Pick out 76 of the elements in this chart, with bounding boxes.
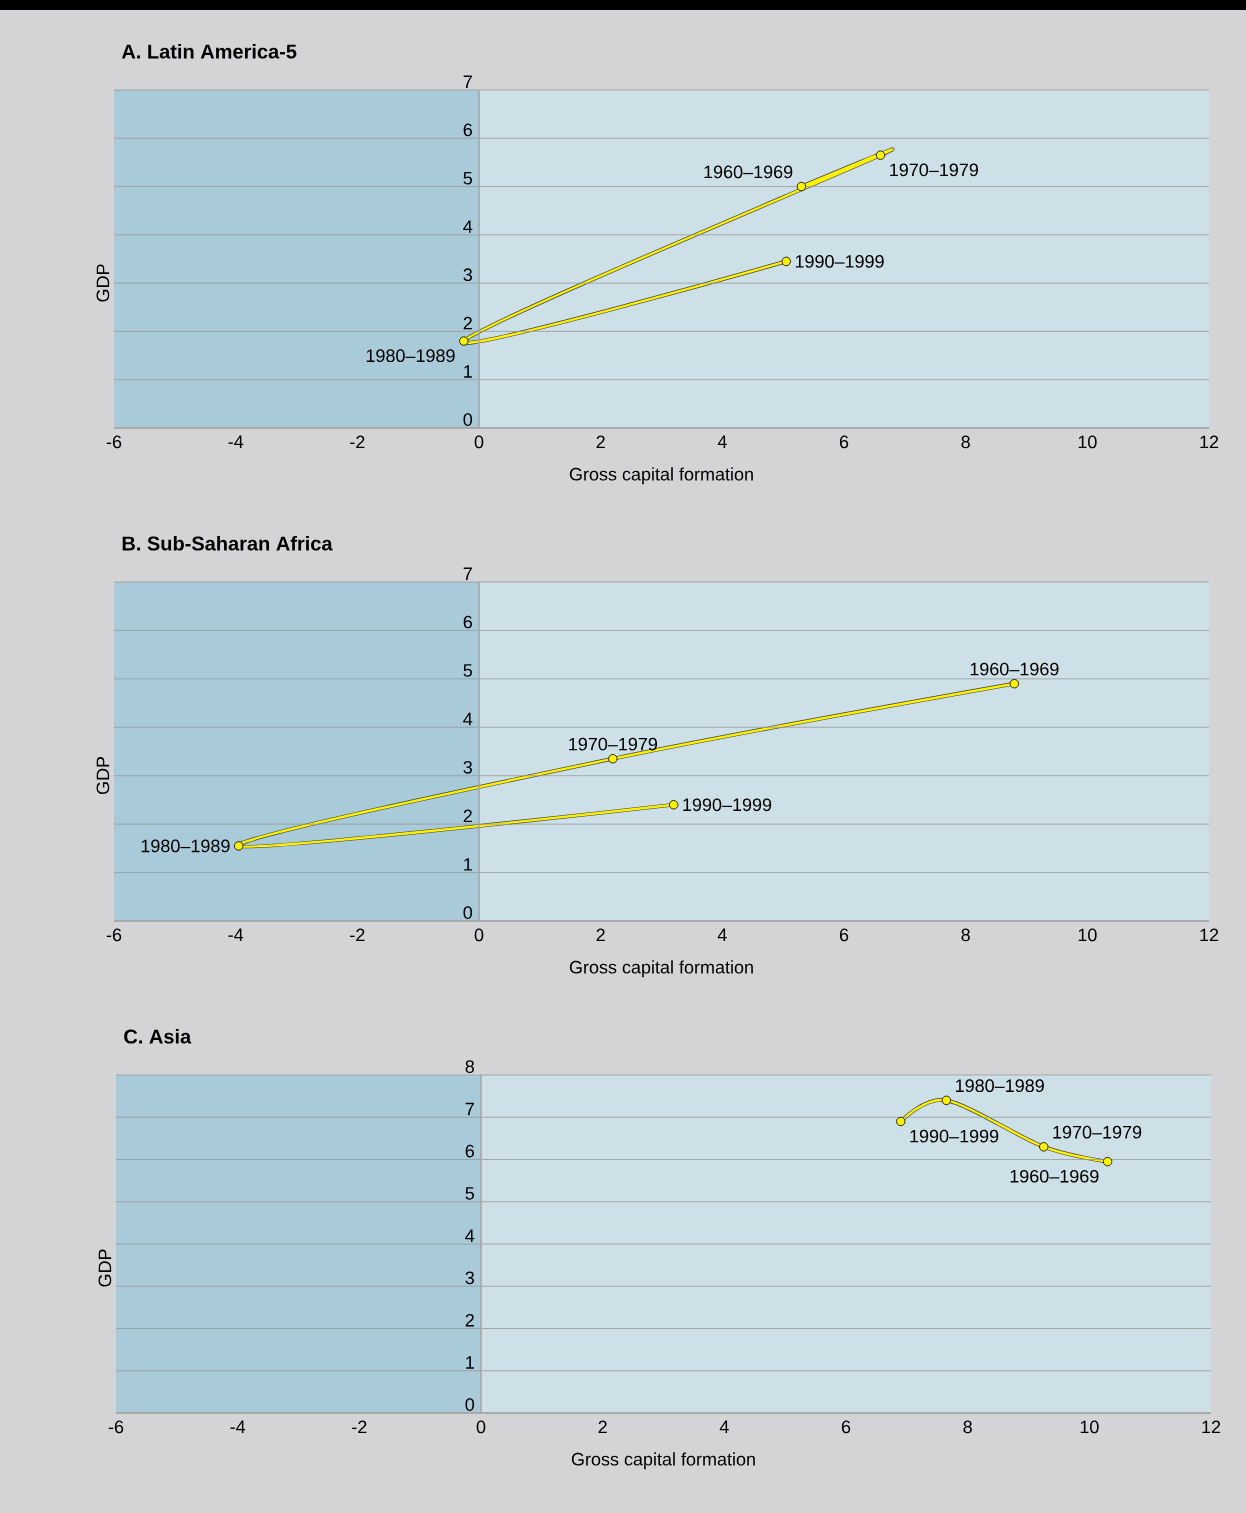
y-tick-label: 5 <box>463 171 473 185</box>
x-tick-label: 8 <box>961 928 970 942</box>
annotation: 1970–1979 <box>890 163 978 177</box>
y-tick-label: 6 <box>463 123 472 137</box>
x-axis-title: Gross capital formation <box>571 1452 755 1470</box>
x-tick-label: 8 <box>961 435 970 449</box>
y-tick-label: 7 <box>463 567 472 580</box>
y-tick-label: 1 <box>464 858 472 871</box>
y-tick-label: 0 <box>463 413 473 426</box>
annotation: 1980–1989 <box>141 839 230 853</box>
annotation: 1970–1979 <box>569 737 658 751</box>
x-tick-label: -6 <box>106 435 122 449</box>
annotation: 1970–1979 <box>1053 1125 1142 1139</box>
x-tick-label: 12 <box>1200 435 1219 449</box>
y-tick-label: 1 <box>466 1356 474 1369</box>
y-tick-label: 0 <box>463 906 473 919</box>
y-tick-label: 4 <box>463 220 473 233</box>
x-tick-label: 12 <box>1202 1420 1221 1434</box>
x-axis-title: Gross capital formation <box>569 960 753 978</box>
annotation: 1960–1969 <box>704 165 793 179</box>
y-tick-label: 4 <box>463 712 473 726</box>
y-tick-label: 5 <box>463 664 473 677</box>
x-tick-label: 4 <box>717 928 727 941</box>
x-tick-label: 10 <box>1078 435 1097 449</box>
y-tick-label: 7 <box>463 75 472 88</box>
x-tick-label: 6 <box>841 1420 851 1434</box>
x-tick-label: 12 <box>1200 928 1219 942</box>
y-tick-label: 7 <box>465 1102 474 1116</box>
y-tick-label: 5 <box>465 1187 475 1200</box>
y-tick-label: 6 <box>463 615 472 629</box>
x-tick-label: -2 <box>352 1420 367 1434</box>
y-tick-label: 1 <box>464 365 472 378</box>
annotation: 1960–1969 <box>970 662 1059 676</box>
x-tick-label: 0 <box>476 1420 486 1434</box>
y-tick-label: 2 <box>463 809 472 823</box>
x-tick-label: -4 <box>228 928 244 941</box>
annotation: 1990–1999 <box>683 798 772 812</box>
x-tick-label: 0 <box>474 435 484 449</box>
y-tick-label: 0 <box>465 1398 475 1411</box>
y-axis-title: GDP <box>98 1249 112 1287</box>
x-tick-label: -4 <box>228 435 244 448</box>
y-tick-label: 3 <box>465 1271 474 1285</box>
x-tick-label: 2 <box>596 928 605 942</box>
x-tick-label: -2 <box>350 928 365 942</box>
x-tick-label: 2 <box>596 435 605 449</box>
x-axis-title: Gross capital formation <box>569 467 753 485</box>
x-tick-label: 0 <box>474 928 484 942</box>
y-tick-label: 2 <box>465 1313 474 1327</box>
y-tick-label: 4 <box>465 1229 475 1242</box>
annotation: 1990–1999 <box>795 255 884 268</box>
x-tick-label: -6 <box>108 1420 124 1434</box>
y-tick-label: 3 <box>463 268 472 282</box>
x-tick-label: 4 <box>719 1420 729 1433</box>
annotation: 1980–1989 <box>956 1079 1044 1093</box>
x-tick-label: -4 <box>230 1420 246 1433</box>
y-tick-label: 3 <box>463 760 472 774</box>
y-tick-label: 8 <box>465 1060 474 1073</box>
x-tick-label: 8 <box>963 1420 972 1434</box>
x-tick-label: 10 <box>1080 1420 1099 1434</box>
y-axis-title: GDP <box>96 756 110 795</box>
x-tick-label: 10 <box>1078 928 1097 942</box>
x-tick-label: 6 <box>839 928 849 942</box>
chart-title: C. Asia <box>124 1028 192 1044</box>
chart-title: A. Latin America-5 <box>121 43 297 59</box>
x-tick-label: -2 <box>350 435 365 449</box>
x-tick-label: 4 <box>717 435 727 448</box>
chart-title: B. Sub-Saharan Africa <box>122 535 333 551</box>
y-tick-label: 6 <box>465 1144 474 1158</box>
annotation: 1960–1969 <box>1010 1169 1099 1183</box>
x-tick-label: 6 <box>839 435 849 449</box>
y-axis-title: GDP <box>96 264 110 302</box>
x-tick-label: -6 <box>106 928 122 942</box>
x-tick-label: 2 <box>598 1420 607 1434</box>
y-tick-label: 2 <box>463 316 472 330</box>
annotation: 1990–1999 <box>910 1129 999 1143</box>
annotation: 1980–1989 <box>366 349 455 363</box>
